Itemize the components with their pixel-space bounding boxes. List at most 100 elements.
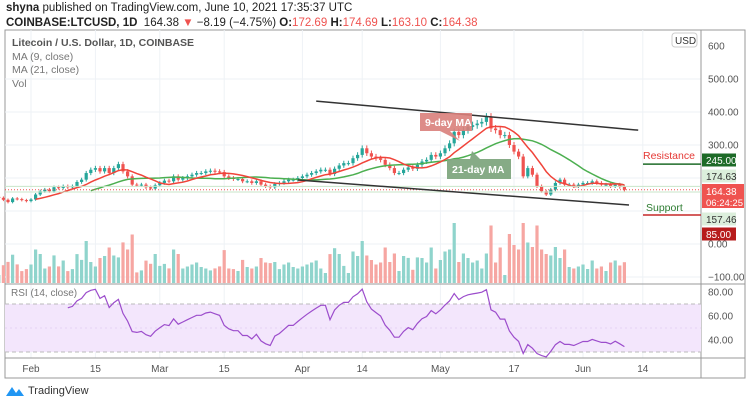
- volume-bar: [609, 262, 613, 283]
- candle-body: [199, 173, 203, 175]
- volume-bar: [259, 258, 263, 283]
- candle-body: [369, 153, 373, 157]
- brand-name: TradingView: [28, 385, 89, 397]
- volume-bar: [512, 245, 516, 283]
- candle-body: [29, 199, 33, 202]
- grid: [5, 30, 701, 358]
- volume-bar: [595, 268, 599, 283]
- volume-bar: [277, 269, 281, 283]
- legend-ma9[interactable]: MA (9, close): [12, 50, 74, 63]
- candle-body: [176, 176, 180, 180]
- candle-body: [438, 153, 442, 157]
- candle-body: [530, 168, 534, 175]
- volume-bar: [411, 269, 415, 283]
- x-tick-label: Mar: [151, 364, 169, 375]
- y-tick-label: 0.00: [708, 240, 728, 251]
- volume-bar: [208, 270, 212, 283]
- volume-bar: [397, 271, 401, 283]
- candle-body: [24, 200, 28, 202]
- candle-body: [415, 164, 419, 169]
- candle-body: [544, 191, 548, 195]
- volume-bar: [613, 260, 617, 283]
- volume-bar: [34, 249, 38, 283]
- candle-body: [75, 181, 79, 187]
- price-tag-label: 157.46: [706, 215, 737, 226]
- candle-body: [604, 184, 608, 186]
- candle-body: [471, 125, 475, 127]
- volume-bar: [222, 250, 226, 283]
- volume-bar: [461, 253, 465, 283]
- candle-body: [305, 174, 309, 177]
- volume-bar: [176, 254, 180, 283]
- volume-bar: [503, 275, 507, 283]
- volume-bar: [406, 257, 410, 283]
- candle-body: [328, 169, 332, 175]
- tradingview-logo[interactable]: TradingView: [5, 384, 89, 398]
- volume-bar: [563, 249, 567, 283]
- author[interactable]: shyna: [6, 2, 40, 14]
- volume-bar: [572, 268, 576, 283]
- volume-bar: [11, 254, 15, 283]
- x-tick-label: 14: [637, 364, 649, 375]
- legend-ma21[interactable]: MA (21, close): [12, 64, 80, 76]
- candle-body: [213, 170, 217, 172]
- candle-body: [181, 178, 185, 180]
- candle-body: [126, 171, 130, 177]
- x-tick-label: 15: [90, 364, 102, 375]
- volume-bar: [475, 260, 479, 283]
- volume-bar: [374, 264, 378, 283]
- volume-bar: [273, 262, 277, 283]
- candle-body: [475, 123, 479, 126]
- candle-body: [540, 186, 544, 192]
- volume-bar: [29, 264, 33, 283]
- open-value: 172.69: [292, 17, 328, 29]
- volume-bar: [268, 263, 272, 283]
- candle-body: [443, 148, 447, 154]
- candle-body: [139, 184, 143, 186]
- candle-body: [208, 170, 212, 172]
- volume-bar: [80, 259, 84, 283]
- candle-body: [273, 183, 277, 188]
- candle-body: [291, 179, 295, 181]
- volume-bar: [126, 249, 130, 283]
- volume-bar: [622, 262, 626, 283]
- candle-body: [20, 199, 24, 201]
- ma9-line: [35, 125, 625, 200]
- candle-body: [172, 176, 176, 182]
- candle-body: [392, 168, 396, 174]
- volume-bar: [282, 264, 286, 283]
- trendline: [297, 179, 630, 206]
- candle-body: [121, 164, 125, 172]
- volume-bar: [139, 270, 143, 283]
- candle-body: [310, 173, 314, 175]
- legend-vol[interactable]: Vol: [12, 77, 27, 90]
- volume-bar: [618, 265, 622, 283]
- candle-body: [411, 167, 415, 169]
- candle-body: [259, 181, 263, 185]
- price-tag-last: [702, 184, 744, 208]
- volume-bar: [24, 269, 28, 283]
- volume-bar: [38, 254, 42, 283]
- candle-body: [103, 168, 107, 172]
- volume-bar: [300, 266, 304, 283]
- high-value: 174.69: [342, 17, 378, 29]
- candle-body: [581, 182, 585, 185]
- volume-bar: [93, 266, 97, 283]
- candle-body: [498, 130, 502, 136]
- volume-bar: [558, 258, 562, 283]
- candle-body: [314, 171, 318, 174]
- rsi-legend: RSI (14, close): [11, 288, 77, 299]
- volume-bar: [15, 264, 19, 283]
- x-tick-label: Jun: [575, 364, 591, 375]
- volume-bar: [112, 255, 116, 283]
- volume-bar: [383, 247, 387, 283]
- x-tick-label: 14: [357, 364, 369, 375]
- high-label: H:: [330, 17, 343, 29]
- candle-body: [457, 131, 461, 136]
- candle-body: [250, 181, 254, 183]
- candle-body: [149, 187, 153, 189]
- candle-body: [351, 158, 355, 164]
- volume-bar: [84, 241, 88, 283]
- rsi-line: [67, 287, 625, 358]
